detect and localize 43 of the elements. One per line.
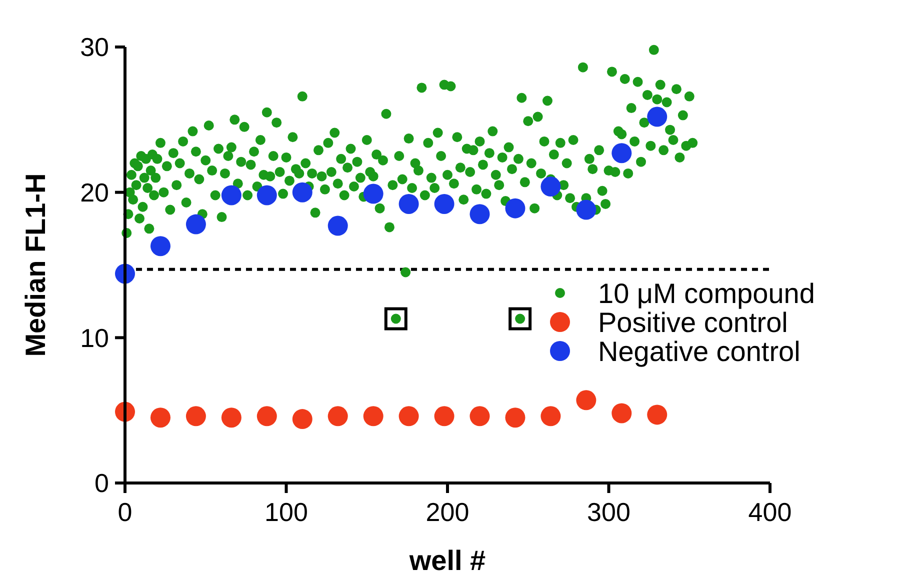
point [398,194,419,214]
point [256,406,277,426]
point [540,176,561,197]
point [470,204,490,224]
point [612,143,632,164]
point [292,182,312,202]
point [647,106,668,127]
x-tick-label: 300 [587,497,630,527]
x-tick-label: 400 [748,497,792,527]
point [363,184,384,204]
x-tick-label: 0 [118,497,132,527]
point [576,200,596,220]
point [150,408,170,428]
x-axis-title: well # [408,545,486,576]
point [221,408,242,428]
legend-label: 10 μM compound [598,278,815,309]
point [505,198,526,218]
point [150,236,170,256]
x-tick-label: 100 [264,497,308,527]
point [434,406,454,426]
y-tick-label: 10 [80,322,109,353]
legend-label: Negative control [598,336,800,367]
point [186,214,206,234]
point [540,406,561,426]
point [576,390,596,410]
point [221,185,242,206]
y-tick-label: 0 [94,468,109,498]
point [186,406,206,426]
y-tick-label: 20 [80,177,109,208]
point [328,406,348,426]
point [505,408,526,428]
point [398,406,419,426]
point [256,185,277,206]
point [470,406,490,426]
point [647,404,668,425]
point [328,216,348,236]
point [612,403,632,424]
point [434,194,454,214]
point [292,409,312,430]
y-axis-title: Median FL1-H [20,173,51,357]
point [363,406,384,426]
y-tick-label: 30 [80,32,109,62]
x-tick-label: 200 [426,497,470,527]
